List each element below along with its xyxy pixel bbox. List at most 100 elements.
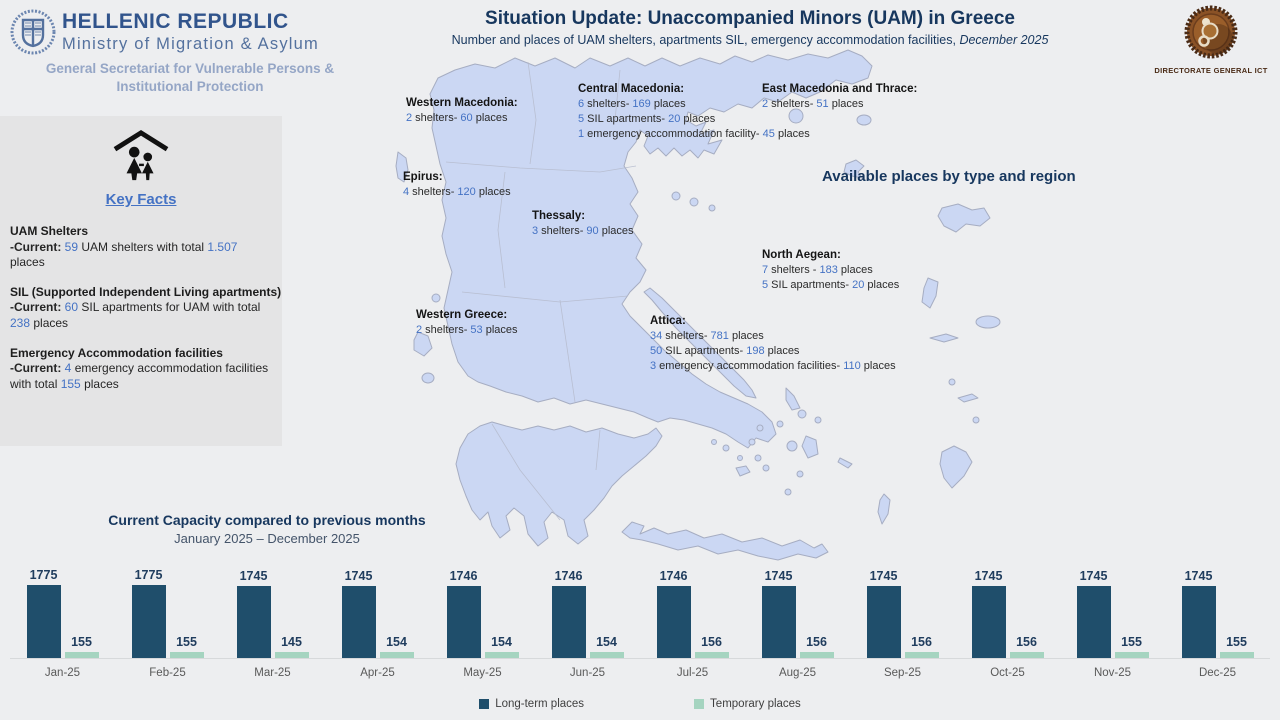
fact-title: SIL (Supported Independent Living apartm… — [10, 284, 282, 299]
region-stat-line: 1 emergency accommodation facility- 45 p… — [578, 127, 810, 142]
legend-swatch — [694, 699, 705, 709]
region-stats: 4 shelters- 120 places — [403, 185, 511, 200]
ict-logo-label: DIRECTORATE GENERAL ICT — [1154, 66, 1268, 75]
text-segment: 20 — [668, 113, 681, 125]
bar-group-dec-25: 1745 155 — [1165, 569, 1270, 658]
text-segment: places — [472, 112, 508, 124]
text-segment: emergency accommodation facility- — [584, 128, 763, 140]
text-segment: 45 — [762, 128, 775, 140]
bar-value-label: 1745 — [1079, 569, 1108, 583]
bar-group-jun-25: 1746 154 — [535, 569, 640, 658]
bar-temporary: 155 — [169, 635, 204, 658]
chart-subtitle: January 2025 – December 2025 — [174, 531, 360, 546]
bar-group-oct-25: 1745 156 — [955, 569, 1060, 658]
map-label-central-macedonia: Central Macedonia: 6 shelters- 169 place… — [578, 82, 810, 142]
text-segment: SIL apartments- — [584, 113, 669, 125]
text-segment: UAM shelters with total — [78, 239, 208, 254]
bar-value-label: 155 — [71, 635, 92, 649]
bar-group-jan-25: 1775 155 — [10, 568, 115, 658]
text-segment: 60 — [64, 300, 79, 315]
org-name: HELLENIC REPUBLIC — [62, 10, 289, 33]
text-segment: 59 — [64, 239, 79, 254]
bar-value-label: 1745 — [869, 569, 898, 583]
text-segment: emergency accommodation facilities with … — [10, 361, 269, 391]
key-facts-link[interactable]: Key Facts — [105, 191, 177, 208]
text-segment: 90 — [586, 225, 599, 237]
bar-pair: 1775 155 — [26, 568, 99, 658]
bar-value-label: 154 — [491, 635, 512, 649]
bar-value-label: 1775 — [29, 568, 58, 582]
bar-temporary: 154 — [379, 635, 414, 658]
text-segment: -Current: — [10, 361, 65, 376]
text-segment: emergency accommodation facilities- — [656, 360, 844, 372]
bar-group-apr-25: 1745 154 — [325, 569, 430, 658]
hellenic-republic-emblem-logo — [10, 9, 56, 55]
legend-item: Temporary places — [694, 698, 801, 710]
map-label-thessaly: Thessaly: 3 shelters- 90 places — [532, 209, 634, 239]
text-segment: SIL apartments for UAM with total — [78, 300, 261, 315]
bar-group-jul-25: 1746 156 — [640, 569, 745, 658]
available-places-heading: Available places by type and region — [822, 168, 1076, 185]
bar-long-term: 1745 — [971, 569, 1006, 658]
text-segment: places — [837, 264, 873, 276]
fact-body: -Current: 59 UAM shelters with total 1.5… — [10, 240, 272, 271]
bar-pair: 1746 156 — [656, 569, 729, 658]
bar-temporary: 154 — [484, 635, 519, 658]
bar-pair: 1745 145 — [236, 569, 309, 658]
bar-long-term: 1745 — [1181, 569, 1216, 658]
bar-value-label: 1746 — [449, 569, 478, 583]
bar-group-nov-25: 1745 155 — [1060, 569, 1165, 658]
legend-swatch — [479, 699, 490, 709]
text-segment: places — [475, 186, 511, 198]
text-segment: shelters- — [422, 324, 471, 336]
bar-pair: 1745 155 — [1181, 569, 1254, 658]
region-stats: 34 shelters- 781 places 50 SIL apartments… — [650, 329, 896, 374]
secretariat-line1: General Secretariat for Vulnerable Perso… — [45, 61, 335, 76]
month-label: Feb-25 — [149, 667, 186, 679]
bar-value-label: 156 — [911, 635, 932, 649]
chart-title: Current Capacity compared to previous mo… — [108, 512, 426, 528]
fact-title: UAM Shelters — [10, 224, 89, 238]
fact-body: -Current: 4 emergency accommodation faci… — [10, 361, 272, 392]
text-segment: 198 — [746, 345, 765, 357]
bar-pair: 1745 154 — [341, 569, 414, 658]
region-name: Western Greece: — [416, 309, 508, 321]
page-subtitle-date: December 2025 — [955, 33, 1049, 47]
bar-long-term: 1775 — [131, 568, 166, 658]
text-segment: places — [680, 113, 716, 125]
bar-long-term: 1745 — [761, 569, 796, 658]
text-segment: 5 — [578, 113, 585, 125]
map-label-western-greece: Western Greece: 2 shelters- 53 places — [416, 308, 518, 338]
region-stat-line: 5 SIL apartments- 20 places — [762, 278, 899, 293]
bar-value-label: 1745 — [974, 569, 1003, 583]
bar-temporary: 156 — [1009, 635, 1044, 658]
map-label-attica: Attica: 34 shelters- 781 places 50 SIL ap… — [650, 314, 896, 374]
region-stat-line: 2 shelters- 60 places — [406, 111, 518, 126]
shelter-family-icon — [113, 129, 169, 181]
bar-group-sep-25: 1745 156 — [850, 569, 955, 658]
region-name: Attica: — [650, 315, 686, 327]
chart-bars-row: 1775 155 1775 155 1745 145 1745 154 1746 154 1746 1… — [10, 558, 1270, 659]
map-label-east-macedonia-thrace: East Macedonia and Thrace: 2 shelters- 5… — [762, 82, 917, 112]
text-segment: 6 — [578, 98, 585, 110]
text-segment: -Current: — [10, 239, 65, 254]
region-stat-line: 3 emergency accommodation facilities- 11… — [650, 359, 896, 374]
bar-temporary: 156 — [799, 635, 834, 658]
text-segment: shelters- — [768, 98, 817, 110]
text-segment: 3 — [532, 225, 539, 237]
legend-label: Long-term places — [495, 698, 585, 710]
text-segment: 2 — [416, 324, 423, 336]
region-stats: 7 shelters - 183 places 5 SIL apartments-… — [762, 263, 899, 293]
bar-long-term: 1745 — [866, 569, 901, 658]
month-label: Jun-25 — [569, 667, 606, 679]
region-stat-line: 5 SIL apartments- 20 places — [578, 112, 810, 127]
directorate-general-ict-logo — [1184, 5, 1238, 59]
region-name: North Aegean: — [762, 249, 841, 261]
text-segment: 34 — [650, 330, 663, 342]
fact-sil-apartments: SIL (Supported Independent Living apartm… — [10, 284, 282, 332]
month-label: Sep-25 — [883, 667, 922, 679]
bar-pair: 1746 154 — [551, 569, 624, 658]
chart-legend: Long-term places Temporary places — [0, 698, 1280, 710]
month-label: Aug-25 — [778, 667, 817, 679]
bar-long-term: 1746 — [656, 569, 691, 658]
